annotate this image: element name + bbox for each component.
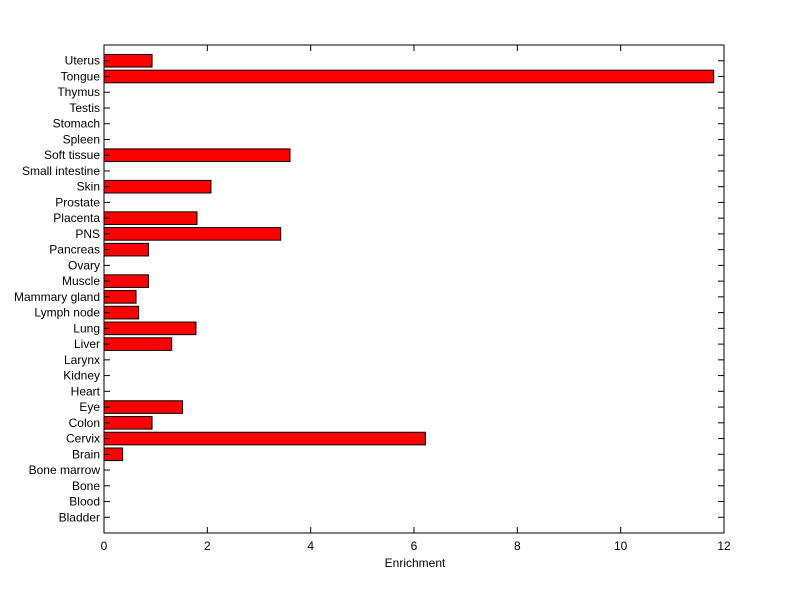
x-tick-label: 4 (307, 539, 314, 553)
bar (103, 148, 291, 162)
y-tick-label: Lung (73, 321, 100, 335)
bar (103, 400, 184, 414)
bar (103, 69, 715, 84)
y-tick-label: Blood (69, 495, 100, 509)
ticks-layer (103, 45, 725, 533)
x-tick-label: 10 (614, 539, 628, 553)
bar (103, 227, 282, 241)
y-tick-label: Heart (71, 384, 101, 398)
x-tick-label: 0 (101, 539, 108, 553)
bar (103, 431, 426, 446)
y-tick-label: Muscle (62, 274, 100, 288)
bar (103, 211, 198, 225)
y-tick-label: Spleen (63, 132, 100, 146)
y-tick-label: PNS (75, 227, 100, 241)
x-tick-label: 8 (514, 539, 521, 553)
bar (103, 321, 197, 336)
y-tick-label: Eye (79, 400, 100, 414)
bar (103, 179, 212, 194)
y-tick-label: Prostate (55, 195, 100, 209)
y-tick-label: Tongue (61, 69, 101, 83)
bar (103, 242, 149, 257)
y-tick-label: Mammary gland (14, 290, 100, 304)
x-tick-label: 6 (411, 539, 418, 553)
y-tick-label: Soft tissue (44, 148, 100, 162)
y-tick-label: Colon (69, 416, 100, 430)
y-tick-label: Pancreas (49, 243, 100, 257)
y-tick-label: Testis (69, 101, 100, 115)
bar (103, 53, 153, 68)
y-tick-label: Placenta (53, 211, 100, 225)
y-tick-label: Small intestine (22, 164, 100, 178)
y-tick-label: Bone (72, 479, 100, 493)
y-tick-label: Bone marrow (29, 463, 101, 477)
bar (103, 274, 149, 288)
y-tick-label: Stomach (53, 117, 100, 131)
bars-layer (103, 53, 715, 462)
y-tick-label: Lymph node (34, 306, 100, 320)
y-tick-label: Brain (72, 447, 100, 461)
x-tick-label: 2 (204, 539, 211, 553)
y-tick-label: Bladder (59, 510, 100, 524)
y-tick-label: Thymus (57, 85, 100, 99)
y-tick-label: Uterus (65, 54, 100, 68)
y-tick-label: Ovary (68, 258, 100, 272)
y-tick-label: Kidney (63, 369, 100, 383)
y-tick-label: Skin (77, 180, 100, 194)
plot-area-frame (103, 44, 725, 534)
x-axis-label: Enrichment (385, 556, 446, 570)
bar (103, 416, 153, 430)
y-tick-label: Cervix (66, 432, 100, 446)
bar (103, 337, 173, 351)
y-tick-label: Larynx (64, 353, 100, 367)
x-tick-label: 12 (717, 539, 731, 553)
y-tick-label: Liver (74, 337, 100, 351)
